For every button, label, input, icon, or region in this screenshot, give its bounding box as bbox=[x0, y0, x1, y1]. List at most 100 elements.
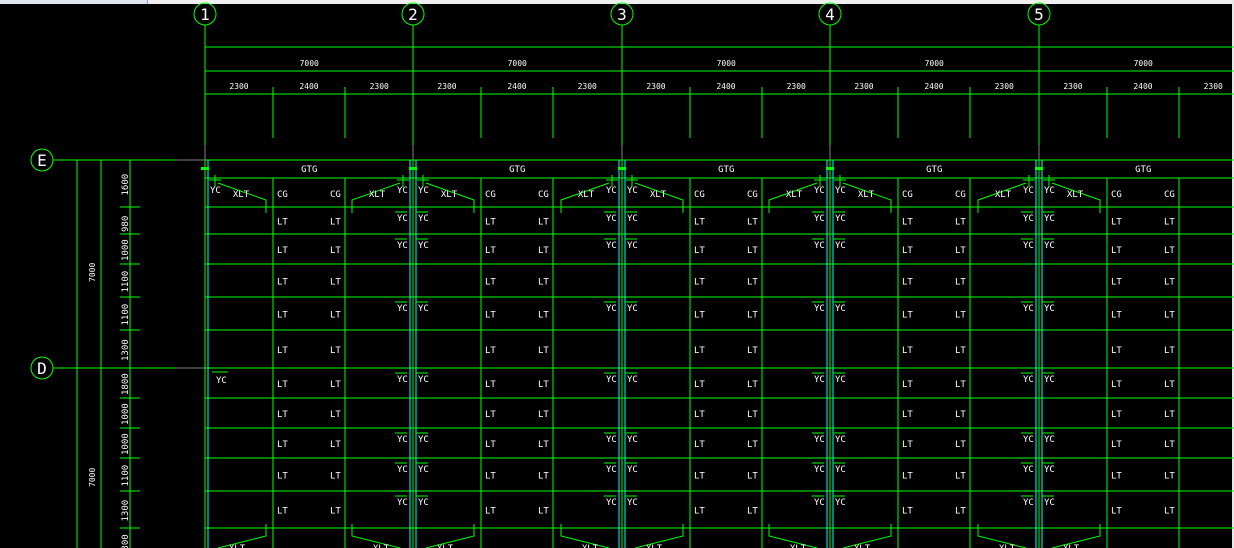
purlin-label: CG bbox=[1164, 190, 1175, 200]
tie-label: LT bbox=[694, 440, 705, 450]
sub-dimension-label: 2300 bbox=[229, 82, 248, 91]
tie-label: LT bbox=[694, 246, 705, 256]
purlin-label: CG bbox=[538, 190, 549, 200]
tie-label: LT bbox=[330, 507, 341, 517]
tie-label: LT bbox=[902, 472, 913, 482]
tie-label: LT bbox=[277, 440, 288, 450]
beam-label: GTG bbox=[718, 165, 734, 175]
stair-brace bbox=[217, 182, 267, 213]
stair-label: XLT bbox=[1067, 190, 1084, 200]
column-label: YC bbox=[835, 214, 846, 224]
tie-label: LT bbox=[902, 311, 913, 321]
row-dimension-label: 1800 bbox=[121, 373, 131, 395]
column-label: YC bbox=[1023, 304, 1034, 314]
column-label: YC bbox=[1044, 375, 1055, 385]
tie-label: LT bbox=[1111, 440, 1122, 450]
row-dimension-label: 1300 bbox=[121, 500, 131, 522]
row-dimension-label: 1600 bbox=[121, 174, 131, 196]
sub-dimension-label: 2400 bbox=[507, 82, 526, 91]
tie-label: LT bbox=[902, 278, 913, 288]
purlin-label: CG bbox=[330, 190, 341, 200]
tie-label: LT bbox=[747, 278, 758, 288]
tie-label: LT bbox=[330, 218, 341, 228]
column-label: YC bbox=[606, 186, 617, 196]
tie-label: LT bbox=[747, 246, 758, 256]
column-label: YC bbox=[210, 186, 221, 196]
column-label: YC bbox=[627, 304, 638, 314]
tie-label: LT bbox=[538, 278, 549, 288]
stair-label: XLT bbox=[578, 190, 595, 200]
column-label: YC bbox=[835, 435, 846, 445]
column-label: YC bbox=[627, 186, 638, 196]
tie-label: LT bbox=[747, 380, 758, 390]
row-dimension-label: 1000 bbox=[121, 433, 131, 455]
column-label: YC bbox=[814, 375, 825, 385]
tie-label: LT bbox=[955, 440, 966, 450]
tie-label: LT bbox=[1164, 472, 1175, 482]
column-label: YC bbox=[814, 465, 825, 475]
column-label: YC bbox=[1023, 241, 1034, 251]
column-label: YC bbox=[397, 214, 408, 224]
tie-label: LT bbox=[538, 246, 549, 256]
tie-label: LT bbox=[330, 440, 341, 450]
stair-brace bbox=[560, 182, 610, 213]
column-label: YC bbox=[627, 214, 638, 224]
column-label: YC bbox=[627, 465, 638, 475]
tie-label: LT bbox=[694, 346, 705, 356]
column-label: YC bbox=[397, 465, 408, 475]
tie-label: LT bbox=[538, 380, 549, 390]
row-dimension-label: 980 bbox=[121, 216, 131, 232]
tie-label: LT bbox=[747, 507, 758, 517]
column-label: YC bbox=[814, 498, 825, 508]
tie-label: LT bbox=[485, 472, 496, 482]
bay-dimension-label: 7000 bbox=[300, 59, 319, 68]
tie-label: LT bbox=[277, 218, 288, 228]
tie-label: LT bbox=[485, 246, 496, 256]
tie-label: LT bbox=[694, 380, 705, 390]
sub-dimension-label: 2300 bbox=[578, 82, 597, 91]
tie-label: LT bbox=[902, 246, 913, 256]
tie-label: LT bbox=[902, 346, 913, 356]
stair-label: XLT bbox=[650, 190, 667, 200]
purlin-label: CG bbox=[1111, 190, 1122, 200]
tie-label: LT bbox=[747, 218, 758, 228]
column-label: YC bbox=[418, 304, 429, 314]
axis-label-1: 1 bbox=[200, 5, 210, 24]
tie-label: LT bbox=[747, 410, 758, 420]
stair-brace bbox=[977, 182, 1027, 213]
row-dimension-label: 1300 bbox=[121, 534, 131, 548]
purlin-label: CG bbox=[955, 190, 966, 200]
column-label: YC bbox=[1044, 465, 1055, 475]
tie-label: LT bbox=[485, 346, 496, 356]
tie-label: LT bbox=[1164, 218, 1175, 228]
column-label: YC bbox=[835, 375, 846, 385]
scrollbar[interactable] bbox=[1232, 0, 1234, 548]
purlin-label: CG bbox=[902, 190, 913, 200]
tie-label: LT bbox=[277, 472, 288, 482]
tie-label: LT bbox=[902, 507, 913, 517]
tie-label: LT bbox=[485, 440, 496, 450]
column-label: YC bbox=[835, 465, 846, 475]
row-dimension-label: 1100 bbox=[121, 465, 131, 487]
stair-brace bbox=[634, 524, 684, 548]
sub-dimension-label: 2300 bbox=[1063, 82, 1082, 91]
beam-label: GTG bbox=[301, 165, 317, 175]
tie-label: LT bbox=[485, 311, 496, 321]
bay-dimension-label: 7000 bbox=[717, 59, 736, 68]
tie-label: LT bbox=[485, 278, 496, 288]
tie-label: LT bbox=[747, 440, 758, 450]
column-label: YC bbox=[1023, 214, 1034, 224]
tie-label: LT bbox=[1164, 278, 1175, 288]
tie-label: LT bbox=[330, 278, 341, 288]
sub-dimension-label: 2300 bbox=[1204, 82, 1223, 91]
tie-label: LT bbox=[694, 472, 705, 482]
stair-brace bbox=[977, 524, 1027, 548]
tie-label: LT bbox=[902, 410, 913, 420]
axis-label-2: 2 bbox=[408, 5, 418, 24]
tie-label: LT bbox=[330, 380, 341, 390]
window-tab[interactable] bbox=[0, 0, 148, 4]
column-label: YC bbox=[418, 375, 429, 385]
column-label: YC bbox=[814, 241, 825, 251]
stair-brace bbox=[351, 182, 401, 213]
